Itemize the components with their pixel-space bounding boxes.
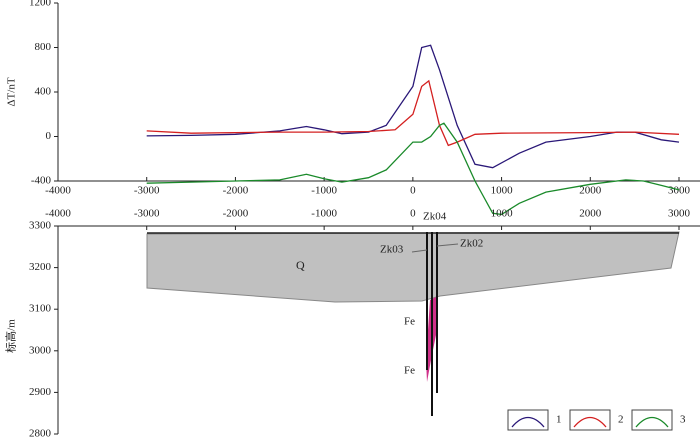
y-tick-label: 400 bbox=[35, 86, 52, 98]
x-tick-label: -2000 bbox=[223, 208, 249, 220]
x-tick-label: -1000 bbox=[311, 185, 337, 197]
x-tick-label: 3000 bbox=[668, 185, 691, 197]
x-tick-label: 2000 bbox=[579, 185, 602, 197]
ore-label: Fe bbox=[404, 365, 415, 377]
leader bbox=[411, 249, 428, 253]
legend-label: 2 bbox=[618, 414, 624, 426]
legend-box bbox=[569, 409, 611, 431]
legend-box bbox=[631, 409, 673, 431]
y-tick-label: 3100 bbox=[29, 303, 52, 315]
legend-symbol bbox=[635, 416, 669, 428]
legend-box bbox=[507, 409, 549, 431]
layer-label: Q bbox=[296, 258, 305, 272]
hole-label: Zk03 bbox=[380, 244, 404, 256]
y-tick-label: 3000 bbox=[29, 344, 52, 356]
y-tick-label: 2900 bbox=[29, 386, 52, 398]
y-tick-label: 3300 bbox=[29, 220, 52, 232]
x-tick-label: -1000 bbox=[311, 208, 337, 220]
curve bbox=[146, 122, 680, 216]
x-tick-label: 2000 bbox=[579, 208, 602, 220]
legend-label: 3 bbox=[680, 414, 686, 426]
quaternary-layer bbox=[146, 231, 680, 303]
hole-label: Zk04 bbox=[423, 211, 447, 223]
x-tick-label: 3000 bbox=[668, 208, 691, 220]
y-tick-label: 3200 bbox=[29, 261, 52, 273]
curve bbox=[146, 79, 680, 147]
x-tick-label: 0 bbox=[410, 185, 416, 197]
legend-symbol bbox=[511, 416, 545, 428]
x-tick-label: 0 bbox=[410, 208, 416, 220]
y-tick-label: -400 bbox=[31, 175, 52, 187]
legend-symbol bbox=[573, 416, 607, 428]
ore-label: Fe bbox=[404, 316, 415, 328]
y-axis-label: ΔT/nT bbox=[6, 77, 18, 106]
hole-label: Zk02 bbox=[460, 238, 483, 250]
x-tick-label: 1000 bbox=[491, 208, 514, 220]
y-axis-label: 标高/m bbox=[4, 319, 18, 353]
x-tick-label: -3000 bbox=[134, 185, 160, 197]
y-tick-label: 1200 bbox=[29, 0, 52, 9]
x-tick-label: -4000 bbox=[45, 208, 71, 220]
curve bbox=[146, 44, 680, 169]
y-tick-label: 0 bbox=[46, 130, 52, 142]
y-tick-label: 2800 bbox=[29, 428, 52, 440]
x-tick-label: 1000 bbox=[491, 185, 514, 197]
x-tick-label: -4000 bbox=[45, 185, 71, 197]
legend-label: 1 bbox=[556, 414, 562, 426]
x-tick-label: -3000 bbox=[134, 208, 160, 220]
leader bbox=[436, 243, 459, 247]
y-tick-label: 800 bbox=[35, 41, 52, 53]
x-tick-label: -2000 bbox=[223, 185, 249, 197]
